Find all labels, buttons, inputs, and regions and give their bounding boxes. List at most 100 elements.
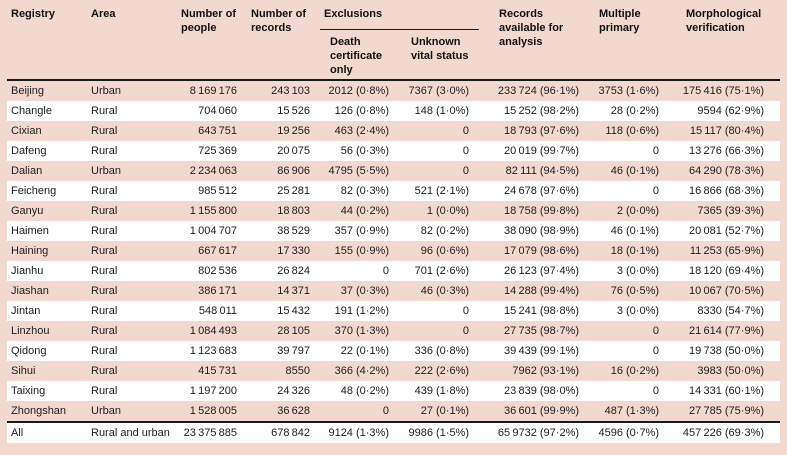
col-header-number-of-people: Number of people — [177, 0, 247, 81]
cell-records: 26 824 — [277, 265, 310, 277]
cell-available: 20 019 (99·7%) — [504, 145, 580, 157]
cell-people: 1 123 683 — [189, 345, 237, 357]
cell-people: 643 751 — [198, 125, 237, 137]
cell-death-certificate-only: 56 (0·3%) — [340, 145, 389, 157]
cell-people: 415 731 — [198, 365, 237, 377]
cell-area: Rural — [91, 125, 118, 137]
cell-area: Rural — [91, 385, 118, 397]
cell-registry: Cixian — [11, 125, 42, 137]
cell-people: 725 369 — [198, 145, 237, 157]
cell-people: 1 004 707 — [189, 225, 237, 237]
cell-records: 14 371 — [277, 285, 310, 297]
cell-records: 20 075 — [277, 145, 310, 157]
cell-death-certificate-only: 366 (4·2%) — [334, 365, 389, 377]
cell-unknown-vital-status: 222 (2·6%) — [414, 365, 470, 377]
cell-records: 8550 — [285, 365, 310, 377]
col-header-death-certificate-only: Death certificate only — [320, 29, 399, 81]
cell-records: 17 330 — [277, 245, 310, 257]
table-header: Registry Area Number of people Number of… — [7, 0, 781, 81]
cell-morphological-verification: 457 226 (69·3%) — [669, 421, 781, 443]
table-row: Jianhu Rural 802 536 26 824 0 701 (2·6%) 26 12… — [7, 261, 781, 281]
cell-death-certificate-only: 48 (0·2%) — [340, 385, 389, 397]
table-row: Cixian Rural 643 751 19 256 463 (2·4%) 0 18 79… — [7, 121, 781, 141]
cell-records: 86 906 — [277, 165, 310, 177]
cell-area: Rural — [91, 245, 118, 257]
cell-unknown-vital-status: 0 — [462, 305, 470, 317]
cell-people: 548 011 — [198, 305, 237, 317]
cell-death-certificate-only: 82 (0·3%) — [340, 185, 389, 197]
table-row: Changle Rural 704 060 15 526 126 (0·8%) 148 (… — [7, 101, 781, 121]
cell-death-certificate-only: 44 (0·2%) — [340, 205, 389, 217]
cell-records: 38 529 — [277, 225, 310, 237]
cell-death-certificate-only: 126 (0·8%) — [334, 105, 389, 117]
cell-area: Urban — [91, 165, 121, 177]
cell-registry: Changle — [11, 105, 52, 117]
cell-unknown-vital-status: 0 — [462, 165, 470, 177]
col-header-multiple-primary: Multiple primary — [589, 0, 670, 81]
cell-registry: Sihui — [11, 365, 36, 377]
cell-registry: Jianhu — [11, 265, 44, 277]
cell-people: 667 617 — [198, 245, 237, 257]
cell-available: 23 839 (98·0%) — [504, 385, 580, 397]
table-row: Sihui Rural 415 731 8550 366 (4·2%) 222 (2·6%… — [7, 361, 781, 381]
cell-available: 7962 (93·1%) — [512, 365, 580, 377]
cell-unknown-vital-status: 9986 (1·5%) — [399, 421, 480, 443]
cell-multiple-primary: 0 — [652, 345, 660, 357]
col-header-number-of-records: Number of records — [247, 0, 320, 81]
cell-registry: Dafeng — [11, 145, 47, 157]
header-row-main: Registry Area Number of people Number of… — [7, 0, 781, 81]
cell-area: Rural — [91, 225, 118, 237]
cell-registry: Linzhou — [11, 325, 50, 337]
cell-unknown-vital-status: 439 (1·8%) — [414, 385, 470, 397]
cell-unknown-vital-status: 7367 (3·0%) — [408, 85, 470, 97]
col-header-unknown-vital-status: Unknown vital status — [399, 29, 480, 81]
cell-death-certificate-only: 0 — [382, 265, 389, 277]
cell-area: Rural — [91, 305, 118, 317]
registry-table: Registry Area Number of people Number of… — [7, 0, 781, 443]
cell-multiple-primary: 46 (0·1%) — [610, 225, 660, 237]
cell-available: 15 252 (98·2%) — [504, 105, 580, 117]
cell-multiple-primary: 0 — [652, 325, 660, 337]
cell-registry: Feicheng — [11, 185, 57, 197]
cell-registry: Jintan — [11, 305, 41, 317]
cell-multiple-primary: 0 — [652, 385, 660, 397]
cell-records: 24 326 — [277, 385, 310, 397]
cell-area: Rural — [91, 345, 118, 357]
cell-multiple-primary: 2 (0·0%) — [616, 205, 660, 217]
cell-area: Rural — [91, 145, 118, 157]
cell-multiple-primary: 4596 (0·7%) — [589, 421, 670, 443]
cell-morphological-verification: 15 117 (80·4%) — [689, 125, 765, 137]
cell-unknown-vital-status: 0 — [462, 325, 470, 337]
cell-available: 233 724 (96·1%) — [497, 85, 580, 97]
col-header-records-available: Records available for analysis — [479, 0, 590, 81]
cell-death-certificate-only: 37 (0·3%) — [340, 285, 389, 297]
cell-morphological-verification: 14 331 (60·1%) — [689, 385, 765, 397]
cell-registry: All — [7, 421, 87, 443]
cell-death-certificate-only: 2012 (0·8%) — [328, 85, 389, 97]
table-row: Haimen Rural 1 004 707 38 529 357 (0·9%) 82 (… — [7, 221, 781, 241]
cell-available: 82 111 (94·5%) — [505, 165, 580, 177]
table-row: Taixing Rural 1 197 200 24 326 48 (0·2%) 439 … — [7, 381, 781, 401]
table-body: Beijing Urban 8 169 176 243 103 2012 (0·8%) 7… — [7, 80, 781, 443]
cell-people: 985 512 — [198, 185, 237, 197]
cell-morphological-verification: 9594 (62·9%) — [697, 105, 765, 117]
cell-unknown-vital-status: 1 (0·0%) — [426, 205, 470, 217]
cell-records: 36 628 — [277, 405, 310, 417]
col-header-registry: Registry — [7, 0, 87, 81]
cell-records: 243 103 — [271, 85, 310, 97]
cell-area: Rural — [91, 205, 118, 217]
table-row: Zhongshan Urban 1 528 005 36 628 0 27 (0·1%) 3… — [7, 401, 781, 422]
cell-unknown-vital-status: 148 (1·0%) — [414, 105, 470, 117]
table-row: Linzhou Rural 1 084 493 28 105 370 (1·3%) 0 27… — [7, 321, 781, 341]
cell-morphological-verification: 11 253 (65·9%) — [689, 245, 765, 257]
cell-morphological-verification: 10 067 (70·5%) — [689, 285, 765, 297]
cell-morphological-verification: 21 614 (77·9%) — [689, 325, 765, 337]
table-row: Dalian Urban 2 234 063 86 906 4795 (5·5%) 0 82… — [7, 161, 781, 181]
cell-morphological-verification: 3983 (50·0%) — [697, 365, 765, 377]
cell-morphological-verification: 13 276 (66·3%) — [689, 145, 765, 157]
cell-available: 65 9732 (97·2%) — [479, 421, 590, 443]
cell-available: 38 090 (98·9%) — [504, 225, 580, 237]
col-group-header-exclusions: Exclusions — [320, 0, 480, 30]
cell-morphological-verification: 175 416 (75·1%) — [682, 85, 765, 97]
col-header-morphological-verification: Morphological verification — [669, 0, 781, 81]
